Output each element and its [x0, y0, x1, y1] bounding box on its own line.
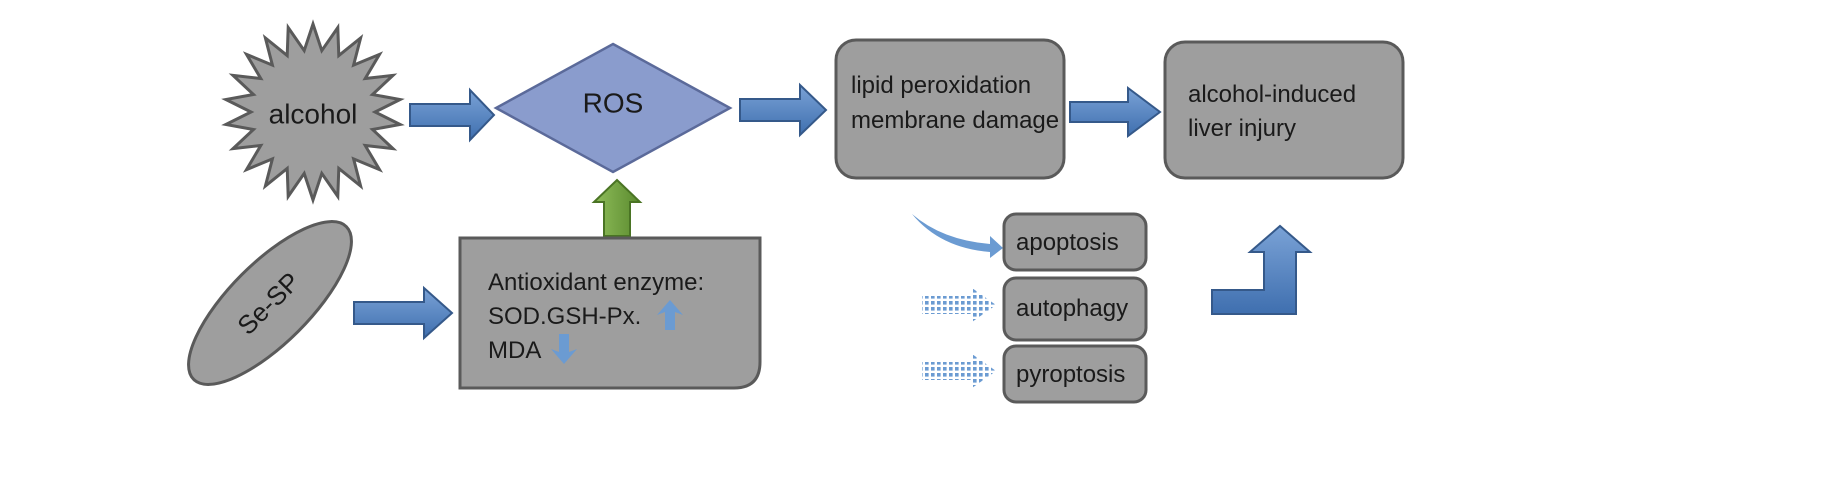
lipid-peroxidation-label: lipid peroxidation	[851, 72, 1031, 99]
mda-label: MDA	[488, 337, 541, 364]
alcohol-starburst-shape	[221, 19, 405, 205]
se-sp-ellipse	[187, 220, 353, 386]
pyroptosis-label: pyroptosis	[1016, 361, 1125, 388]
arrow-sesp-to-enzyme	[353, 285, 454, 341]
apoptosis-node: apoptosis	[1002, 212, 1148, 272]
alcohol-node: alcohol	[221, 19, 405, 205]
apoptosis-label: apoptosis	[1016, 229, 1119, 256]
antioxidant-enzyme-node: Antioxidant enzyme: SOD.GSH-Px. MDA	[458, 236, 762, 390]
curved-arrow-body	[912, 214, 1003, 258]
arrow-ros-to-lipid	[739, 82, 828, 138]
antioxidant-enzyme-box	[458, 236, 762, 390]
autophagy-node: autophagy	[1002, 276, 1148, 342]
dotted-arrow-to-pyroptosis	[922, 354, 996, 388]
bent-arrow-to-liver-injury	[1211, 224, 1313, 315]
dotted-arrow-autophagy-shape	[922, 288, 996, 322]
arrow-enzyme-to-ros	[591, 178, 643, 237]
down-arrow-icon	[551, 334, 577, 364]
ros-label: ROS	[583, 87, 644, 118]
sod-gsh-px-label: SOD.GSH-Px.	[488, 303, 641, 330]
ros-diamond-shape	[493, 42, 733, 174]
alcohol-label: alcohol	[269, 98, 358, 129]
se-sp-node: Se-SP	[187, 220, 353, 386]
arrow-lipid-to-injury	[1069, 86, 1162, 138]
dotted-arrow-pyroptosis-shape	[922, 354, 996, 388]
liver-injury-label-line1: alcohol-induced	[1188, 81, 1356, 108]
pyroptosis-box	[1002, 344, 1148, 404]
up-arrow-icon	[657, 300, 683, 330]
membrane-damage-label: membrane damage	[851, 107, 1059, 134]
liver-injury-box	[1163, 40, 1405, 180]
arrow-alcohol-to-ros	[409, 87, 496, 143]
antioxidant-enzyme-label: Antioxidant enzyme:	[488, 269, 704, 296]
ros-node: ROS	[493, 42, 733, 174]
liver-injury-node: alcohol-induced liver injury	[1163, 40, 1405, 180]
liver-injury-label-line2: liver injury	[1188, 115, 1296, 142]
autophagy-label: autophagy	[1016, 295, 1128, 322]
autophagy-box	[1002, 276, 1148, 342]
lipid-peroxidation-node: lipid peroxidation membrane damage	[834, 38, 1066, 180]
curved-arrow-to-apoptosis	[912, 214, 1003, 258]
dotted-arrow-to-autophagy	[922, 288, 996, 322]
apoptosis-box	[1002, 212, 1148, 272]
pyroptosis-node: pyroptosis	[1002, 344, 1148, 404]
lipid-peroxidation-box	[834, 38, 1066, 180]
